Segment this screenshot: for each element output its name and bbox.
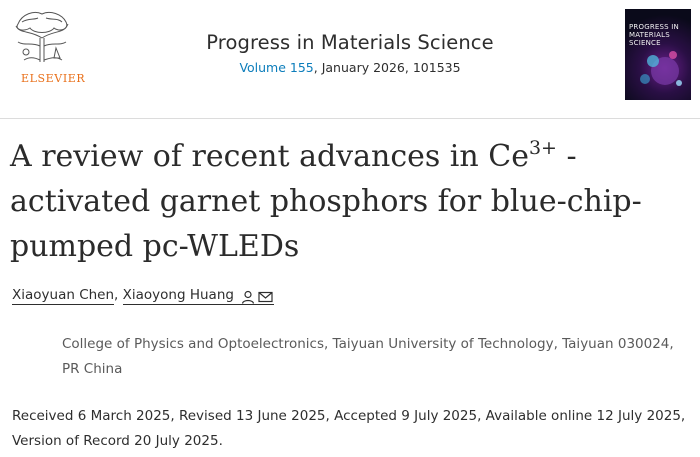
person-icon xyxy=(241,290,255,304)
issue-date: , January 2026, 101535 xyxy=(313,60,461,75)
title-text: A review of recent advances in Ce xyxy=(10,139,529,174)
publisher-name: ELSEVIER xyxy=(21,72,86,85)
cover-title: Progress in Materials Science xyxy=(629,23,679,47)
title-superscript: 3+ xyxy=(528,137,557,159)
article-title: A review of recent advances in Ce3+ -act… xyxy=(10,134,670,269)
author-link[interactable]: Xiaoyong Huang xyxy=(122,287,274,305)
affiliation: College of Physics and Optoelectronics, … xyxy=(62,336,674,377)
elsevier-tree-icon[interactable]: ELSEVIER xyxy=(10,8,85,85)
author-name: Xiaoyong Huang xyxy=(122,287,234,303)
journal-title-link[interactable]: Progress in Materials Science xyxy=(206,31,494,54)
journal-cover-image[interactable]: Progress in Materials Science xyxy=(625,9,691,100)
journal-info: Progress in Materials Science Volume 155… xyxy=(110,31,590,75)
envelope-icon xyxy=(258,291,273,303)
journal-issue: Volume 155, January 2026, 101535 xyxy=(110,60,590,75)
article-header: ELSEVIER Progress in Materials Science V… xyxy=(0,0,700,118)
author-separator: , xyxy=(114,287,123,303)
volume-link[interactable]: Volume 155 xyxy=(239,60,314,75)
author-icons xyxy=(241,289,274,305)
article-dates: Received 6 March 2025, Revised 13 June 2… xyxy=(12,408,686,449)
title-text-continued: -activated garnet phosphors for blue-chi… xyxy=(10,139,642,264)
author-list: Xiaoyuan Chen, Xiaoyong Huang xyxy=(12,287,274,305)
author-link[interactable]: Xiaoyuan Chen xyxy=(12,287,115,305)
header-divider xyxy=(0,118,700,119)
